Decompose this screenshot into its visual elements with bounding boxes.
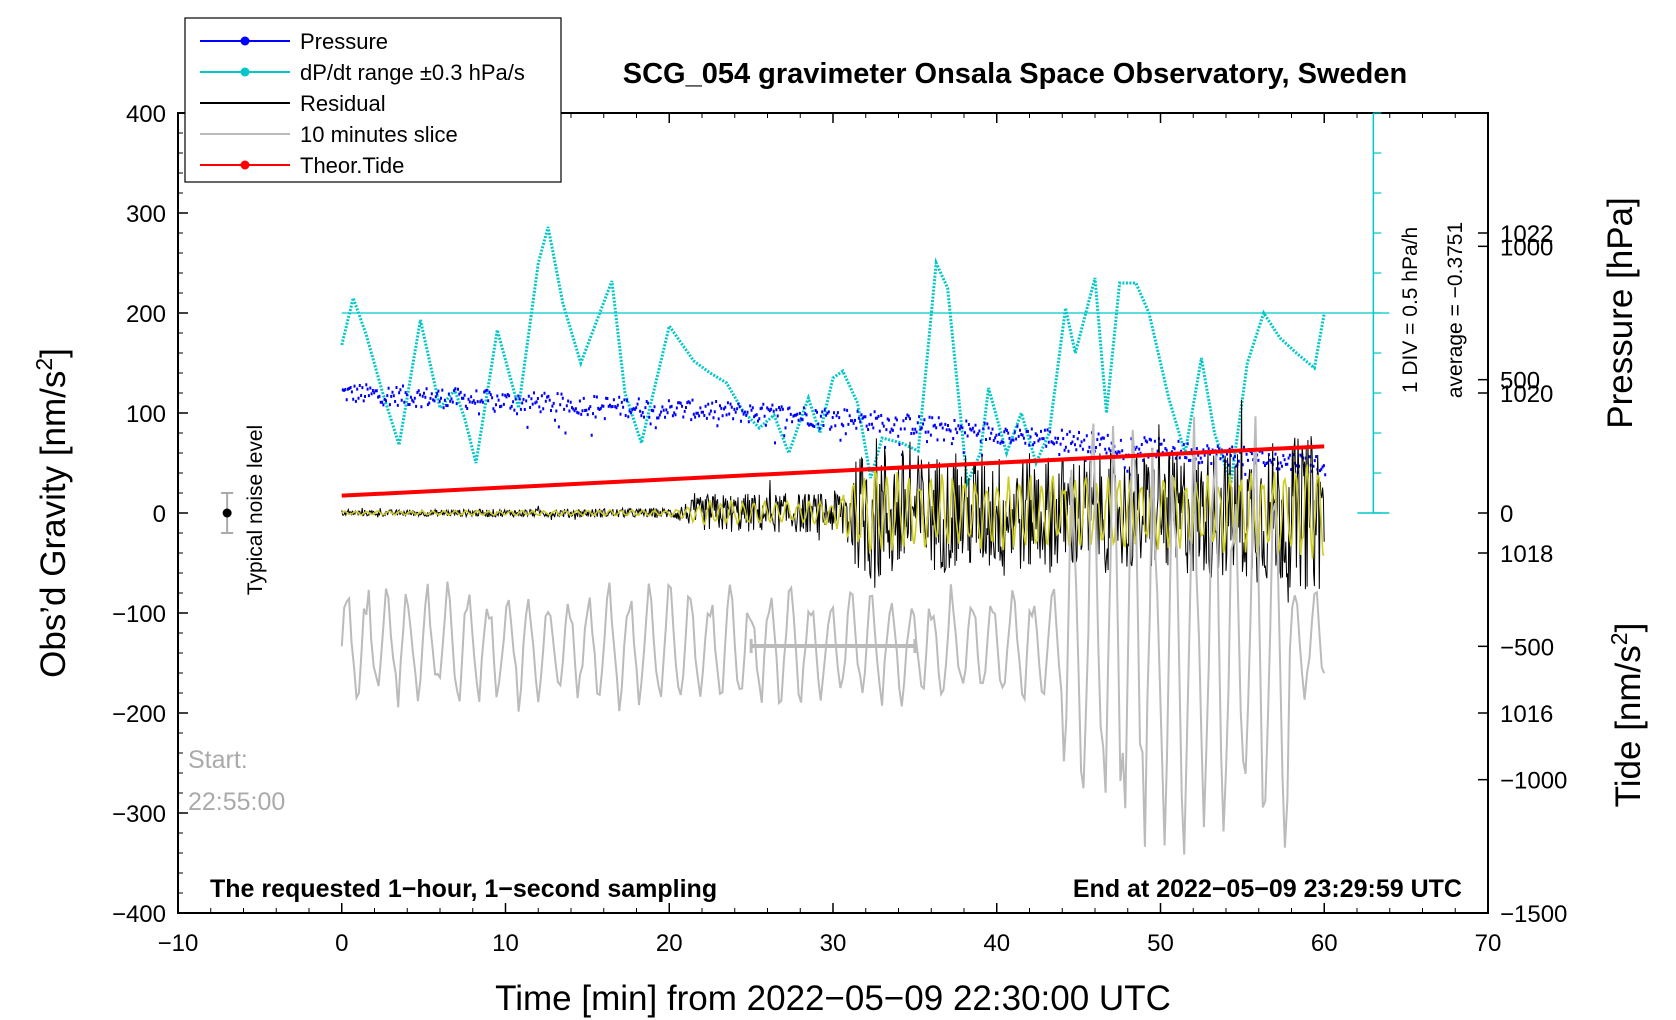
chart-title: SCG_054 gravimeter Onsala Space Observat… bbox=[623, 58, 1407, 90]
pressure-scale-div-label: 1 DIV = 0.5 hPa/h bbox=[1399, 227, 1422, 393]
dpdt-series-line bbox=[340, 226, 1326, 489]
x-axis-ticks: −10 0 10 20 30 40 50 60 70 bbox=[158, 113, 1502, 957]
pressure-tick-label: 1016 bbox=[1500, 701, 1553, 728]
x-tick-label: 60 bbox=[1311, 930, 1338, 957]
pressure-tick-label: 1020 bbox=[1500, 381, 1553, 408]
y-axis-title-tide-close: ] bbox=[1609, 623, 1648, 633]
tide-tick-label: −1500 bbox=[1500, 901, 1567, 928]
slice-zoom-trace bbox=[340, 416, 1326, 855]
legend-label-4: Theor.Tide bbox=[300, 153, 404, 178]
legend-label-2: Residual bbox=[300, 91, 386, 116]
legend-marker-4 bbox=[240, 160, 250, 170]
legend-label-1: dP/dt range ±0.3 hPa/s bbox=[300, 60, 525, 85]
x-tick-label: 30 bbox=[820, 930, 847, 957]
series-layer bbox=[221, 112, 1390, 855]
noise-level-label: Typical noise level bbox=[244, 425, 267, 595]
x-tick-label: 20 bbox=[656, 930, 683, 957]
x-tick-label: 10 bbox=[492, 930, 519, 957]
x-tick-label: 70 bbox=[1475, 930, 1502, 957]
start-time: 22:55:00 bbox=[188, 788, 285, 816]
y-tick-label: −300 bbox=[112, 801, 166, 828]
y-axis-title-pressure: Pressure [hPa] bbox=[1601, 197, 1640, 429]
sampling-note: The requested 1−hour, 1−second sampling bbox=[210, 875, 717, 903]
noise-level-point bbox=[222, 508, 232, 518]
y-axis-ticks: 400 300 200 100 0 −100 −200 −300 −400 bbox=[112, 101, 188, 928]
tide-tick-label: −1000 bbox=[1500, 768, 1567, 795]
tide-tick-label: −500 bbox=[1500, 634, 1554, 661]
legend: Pressure dP/dt range ±0.3 hPa/s Residual 10… bbox=[184, 17, 562, 183]
pressure-axis-ticks: 1022 1020 1018 1016 bbox=[1478, 221, 1553, 728]
tide-axis-ticks: 1000 500 0 −500 −1000 −1500 bbox=[1478, 234, 1567, 928]
y-tick-label: 100 bbox=[126, 401, 166, 428]
legend-marker-1 bbox=[240, 67, 250, 77]
legend-box bbox=[184, 17, 562, 183]
pressure-scale-average-label: average = −0.3751 bbox=[1444, 222, 1467, 398]
pressure-series-dots bbox=[341, 383, 1327, 487]
y-tick-label: 300 bbox=[126, 201, 166, 228]
y-tick-label: 0 bbox=[153, 501, 166, 528]
legend-label-3: 10 minutes slice bbox=[300, 122, 458, 147]
y-axis-title-tide-sup: 2 bbox=[1606, 632, 1632, 645]
tide-tick-label: 0 bbox=[1500, 501, 1513, 528]
y-tick-label: −400 bbox=[112, 901, 166, 928]
x-tick-label: −10 bbox=[158, 930, 199, 957]
y-tick-label: −200 bbox=[112, 701, 166, 728]
y-tick-label: 200 bbox=[126, 301, 166, 328]
filtered-residual-line bbox=[341, 464, 1325, 560]
y-tick-label: 400 bbox=[126, 101, 166, 128]
y-tick-label: −100 bbox=[112, 601, 166, 628]
y-axis-title-tide: Tide [nm/s2] bbox=[1606, 623, 1648, 808]
y-axis-title-left-sup: 2 bbox=[31, 358, 57, 371]
x-tick-label: 50 bbox=[1147, 930, 1174, 957]
x-axis-title: Time [min] from 2022−05−09 22:30:00 UTC bbox=[495, 979, 1171, 1018]
tide-series-line bbox=[341, 444, 1325, 498]
end-time-note: End at 2022−05−09 23:29:59 UTC bbox=[1073, 875, 1462, 903]
y-axis-title-left: Obs’d Gravity [nm/s2] bbox=[31, 348, 73, 678]
pressure-tick-label: 1018 bbox=[1500, 541, 1553, 568]
pressure-tick-label: 1022 bbox=[1500, 221, 1553, 248]
tide-tick-label: 1000 bbox=[1500, 234, 1553, 261]
tide-tick-label: 500 bbox=[1500, 368, 1540, 395]
x-tick-label: 0 bbox=[335, 930, 348, 957]
legend-label-0: Pressure bbox=[300, 29, 388, 54]
legend-marker-0 bbox=[240, 36, 250, 46]
y-axis-title-left-close: ] bbox=[34, 348, 73, 358]
start-label: Start: bbox=[188, 746, 248, 774]
x-tick-label: 40 bbox=[983, 930, 1010, 957]
